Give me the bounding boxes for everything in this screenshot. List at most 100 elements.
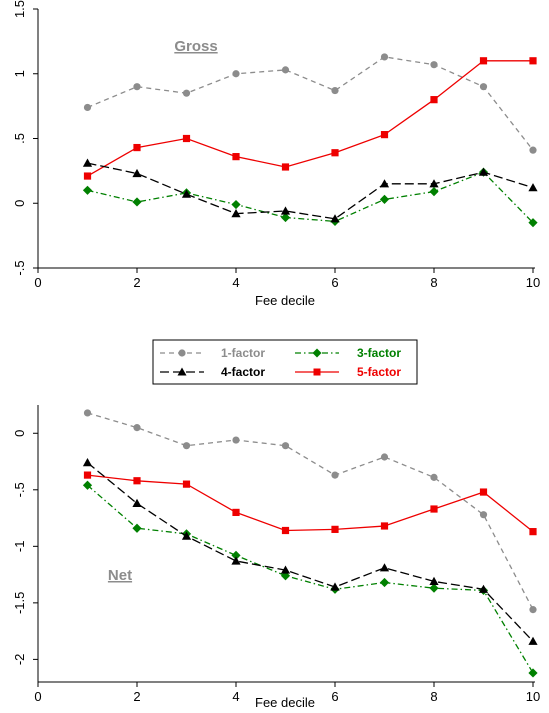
gross-point-5-factor: [133, 143, 141, 152]
net-point-4-factor: [429, 576, 439, 585]
gross-point-4-factor: [181, 189, 192, 198]
net-point-3-factor: [132, 523, 142, 533]
net-point-5-factor: [331, 525, 339, 533]
legend-label-1-factor: 1-factor: [221, 346, 265, 360]
net-point-3-factor: [528, 668, 538, 678]
gross-point-1-factor: [83, 103, 92, 112]
net-point-5-factor: [281, 526, 290, 535]
net-point-4-factor: [181, 531, 192, 540]
net-point-1-factor: [331, 471, 339, 479]
gross-point-3-factor: [429, 186, 439, 197]
gross-point-1-factor: [133, 83, 141, 91]
net-point-5-factor: [182, 480, 191, 488]
gross-point-4-factor: [82, 158, 93, 167]
gross-point-1-factor: [281, 66, 290, 74]
gross-y-tick-label: 1: [12, 70, 27, 77]
net-panel-label: Net: [108, 567, 132, 584]
gross-series-line-3-factor: [87, 171, 534, 224]
net-point-4-factor: [528, 636, 538, 645]
net-y-tick-label: -.5: [12, 482, 27, 497]
net-x-tick-label: 0: [34, 689, 41, 704]
net-point-3-factor: [379, 577, 390, 588]
gross-x-tick-label: 4: [232, 275, 239, 290]
gross-x-tick-label: 2: [133, 275, 140, 290]
legend-label-5-factor: 5-factor: [357, 365, 401, 379]
legend-label-4-factor: 4-factor: [221, 365, 265, 379]
gross-point-3-factor: [528, 218, 538, 228]
net-point-1-factor: [232, 436, 240, 444]
gross-point-1-factor: [430, 61, 438, 69]
net-point-5-factor: [529, 528, 537, 536]
net-chart-panel: Net Fee decile 0 2 4 6 8 10 -2 -1.5 -1 -.5 0: [12, 405, 540, 710]
gross-point-4-factor: [330, 214, 340, 223]
gross-x-tick-label: 0: [34, 275, 41, 290]
gross-point-5-factor: [281, 163, 290, 171]
legend-item-4-factor: 4-factor: [160, 365, 265, 379]
net-point-4-factor: [280, 565, 291, 574]
legend-marker-5-factor: [313, 368, 321, 376]
net-point-1-factor: [479, 511, 488, 519]
net-point-4-factor: [82, 458, 93, 467]
gross-panel-label: Gross: [174, 38, 217, 55]
net-point-4-factor: [231, 556, 241, 565]
gross-point-3-factor: [379, 194, 390, 204]
chart-legend: 1-factor 3-factor 4-factor 5-factor: [152, 339, 418, 385]
gross-point-1-factor: [380, 53, 389, 61]
gross-x-axis-title: Fee decile: [255, 293, 315, 308]
gross-point-5-factor: [479, 57, 488, 65]
net-point-5-factor: [430, 505, 438, 513]
legend-box: [152, 339, 418, 385]
net-point-5-factor: [83, 471, 92, 479]
gross-point-1-factor: [182, 89, 191, 97]
gross-point-4-factor: [132, 168, 142, 178]
gross-point-5-factor: [83, 172, 92, 180]
gross-point-1-factor: [479, 83, 488, 91]
legend-item-5-factor: 5-factor: [295, 365, 401, 379]
net-point-3-factor: [82, 480, 93, 490]
net-point-4-factor: [132, 498, 142, 507]
gross-point-4-factor: [280, 206, 291, 215]
net-point-4-factor: [478, 584, 489, 593]
gross-point-3-factor: [132, 197, 142, 207]
gross-point-3-factor: [231, 199, 241, 210]
net-x-tick-label: 10: [526, 689, 540, 704]
net-point-5-factor: [133, 477, 141, 485]
gross-point-5-factor: [430, 96, 438, 104]
gross-x-tick-label: 10: [526, 275, 540, 290]
gross-point-4-factor: [429, 179, 439, 188]
gross-point-1-factor: [529, 146, 537, 154]
gross-point-3-factor: [280, 212, 291, 223]
legend-label-3-factor: 3-factor: [357, 346, 401, 360]
gross-point-4-factor: [478, 167, 489, 176]
net-point-4-factor: [379, 563, 390, 572]
net-point-1-factor: [380, 453, 389, 461]
net-point-1-factor: [133, 424, 141, 432]
gross-y-tick-label: 0: [12, 200, 27, 207]
gross-point-3-factor: [82, 185, 93, 195]
gross-point-1-factor: [232, 70, 240, 78]
legend-marker-1-factor: [178, 349, 186, 357]
gross-point-4-factor: [528, 183, 538, 192]
gross-point-5-factor: [182, 134, 191, 143]
net-point-5-factor: [232, 508, 240, 517]
gross-point-5-factor: [529, 57, 537, 65]
net-point-3-factor: [231, 550, 241, 560]
net-x-axis-title: Fee decile: [255, 695, 315, 710]
net-y-tick-label: -1: [12, 541, 27, 553]
net-point-4-factor: [330, 582, 340, 591]
gross-x-tick-label: 8: [430, 275, 437, 290]
legend-marker-3-factor: [312, 348, 322, 358]
gross-point-1-factor: [331, 86, 339, 95]
net-x-tick-label: 6: [331, 689, 338, 704]
gross-y-tick-label: .5: [12, 133, 27, 144]
net-x-tick-label: 4: [232, 689, 239, 704]
gross-series-line-5-factor: [87, 60, 533, 177]
net-series-line-3-factor: [87, 484, 534, 674]
net-point-1-factor: [281, 442, 290, 450]
gross-y-tick-label: -.5: [12, 260, 27, 275]
net-y-tick-label: 0: [12, 430, 27, 437]
net-point-5-factor: [380, 522, 389, 530]
net-point-1-factor: [430, 473, 438, 481]
gross-point-5-factor: [380, 131, 389, 139]
